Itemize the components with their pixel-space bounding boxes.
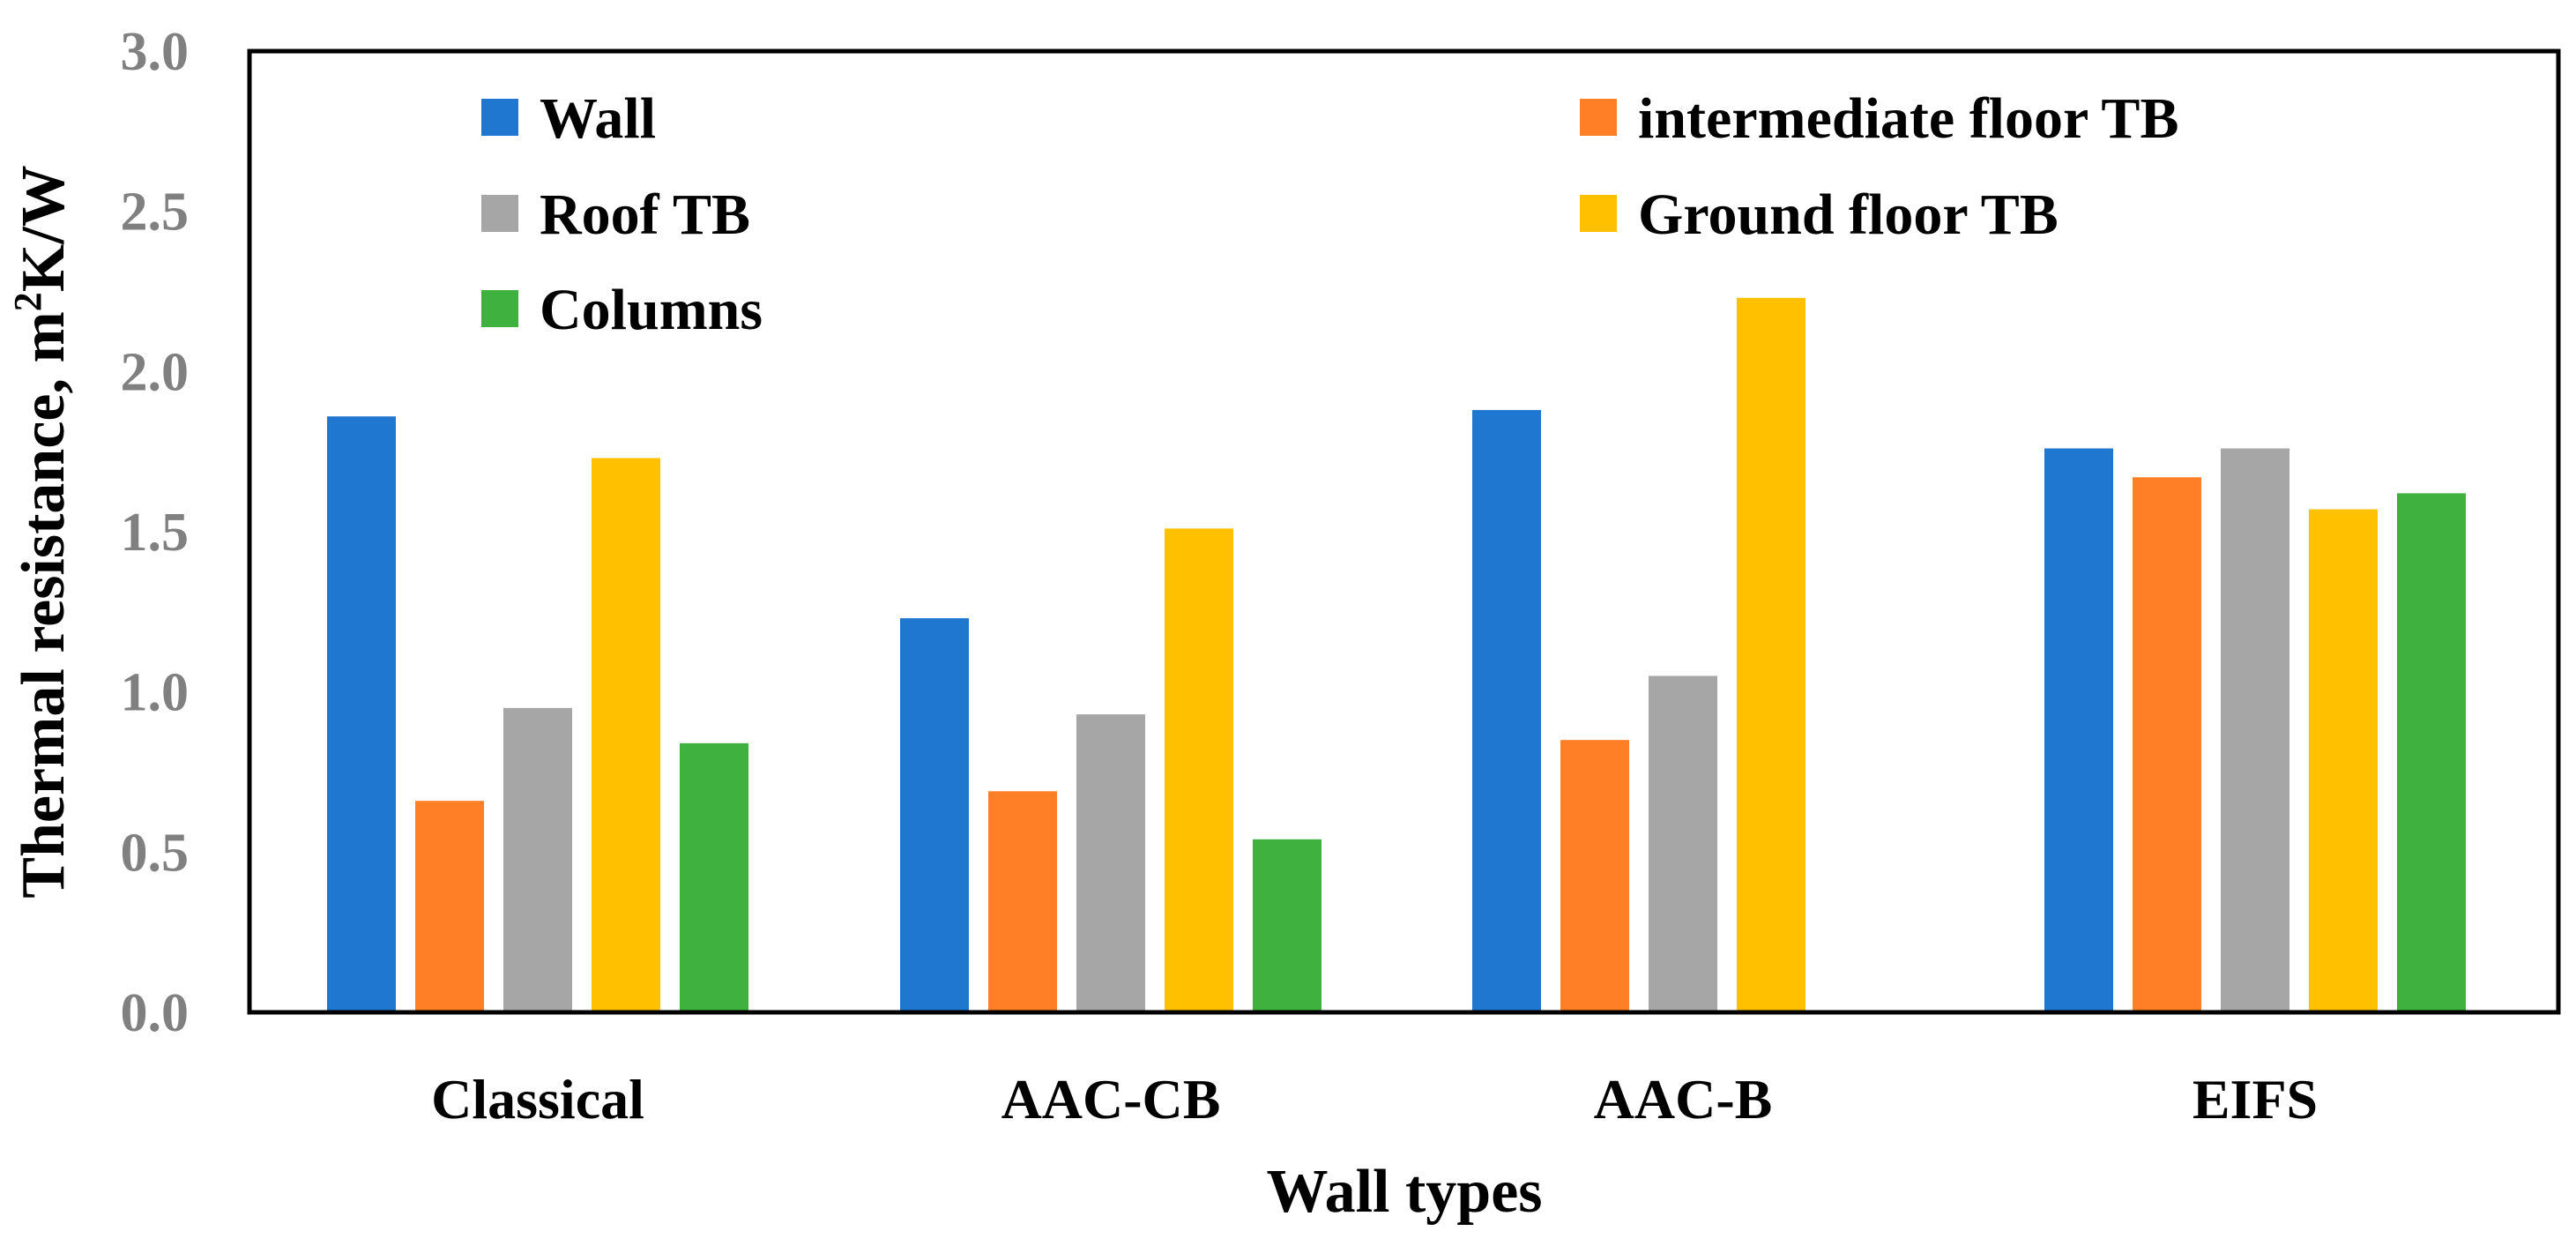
legend-label-roof-tb: Roof TB: [540, 183, 750, 247]
plot-area-frame: [247, 48, 2561, 1015]
bar-aac-cb-wall: [900, 618, 969, 1012]
y-tick-label: 0.0: [121, 983, 190, 1043]
bar-aac-b-wall: [1472, 409, 1541, 1012]
bar-classical-columns: [680, 742, 748, 1012]
x-axis-category-labels: Classical AAC-CB AAC-B EIFS: [431, 1068, 2318, 1130]
legend-swatch-intermediate-floor-tb: [1580, 99, 1617, 136]
y-axis-title: Thermal resistance, m2K/W: [6, 165, 78, 898]
x-tick-label: AAC-B: [1594, 1068, 1773, 1130]
bar-eifs-intermediate-floor-tb: [2133, 477, 2201, 1012]
bar-classical-wall: [327, 416, 396, 1012]
bar-classical-roof-tb: [503, 707, 572, 1012]
y-tick-label: 2.0: [121, 342, 190, 402]
y-tick-label: 3.0: [121, 22, 190, 82]
legend-swatch-wall: [481, 99, 518, 136]
bar-aac-cb-intermediate-floor-tb: [988, 791, 1057, 1012]
y-axis-ticks: 0.0 0.5 1.0 1.5 2.0 2.5 3.0: [121, 22, 190, 1043]
bar-aac-cb-ground-floor-tb: [1165, 528, 1233, 1012]
legend-swatch-roof-tb: [481, 195, 518, 232]
y-tick-label: 1.5: [121, 503, 190, 563]
legend: Wall intermediate floor TB Roof TB Ground f…: [481, 86, 2178, 342]
legend-label-wall: Wall: [540, 86, 656, 151]
bar-classical-ground-floor-tb: [592, 458, 660, 1012]
bar-aac-b-intermediate-floor-tb: [1560, 740, 1629, 1012]
bar-aac-b-roof-tb: [1649, 675, 1717, 1012]
x-tick-label: AAC-CB: [1001, 1068, 1221, 1130]
bar-aac-cb-columns: [1253, 839, 1322, 1012]
y-tick-label: 2.5: [121, 183, 190, 242]
bar-eifs-columns: [2397, 493, 2466, 1012]
legend-swatch-columns: [481, 290, 518, 327]
y-tick-label: 1.0: [121, 663, 190, 723]
bar-eifs-ground-floor-tb: [2309, 509, 2378, 1012]
y-tick-label: 0.5: [121, 823, 190, 883]
legend-label-ground-floor-tb: Ground floor TB: [1638, 183, 2059, 247]
legend-label-intermediate-floor-tb: intermediate floor TB: [1638, 86, 2178, 151]
x-axis-title: Wall types: [1266, 1158, 1542, 1226]
bar-eifs-roof-tb: [2221, 448, 2289, 1012]
bar-classical-intermediate-floor-tb: [415, 801, 484, 1012]
x-tick-label: Classical: [431, 1068, 644, 1130]
x-tick-label: EIFS: [2193, 1068, 2318, 1130]
legend-swatch-ground-floor-tb: [1580, 195, 1617, 232]
legend-label-columns: Columns: [540, 278, 763, 342]
bar-aac-b-ground-floor-tb: [1737, 297, 1805, 1012]
bar-eifs-wall: [2044, 448, 2113, 1012]
bar-aac-cb-roof-tb: [1076, 714, 1145, 1012]
bars-layer: [327, 297, 2466, 1012]
